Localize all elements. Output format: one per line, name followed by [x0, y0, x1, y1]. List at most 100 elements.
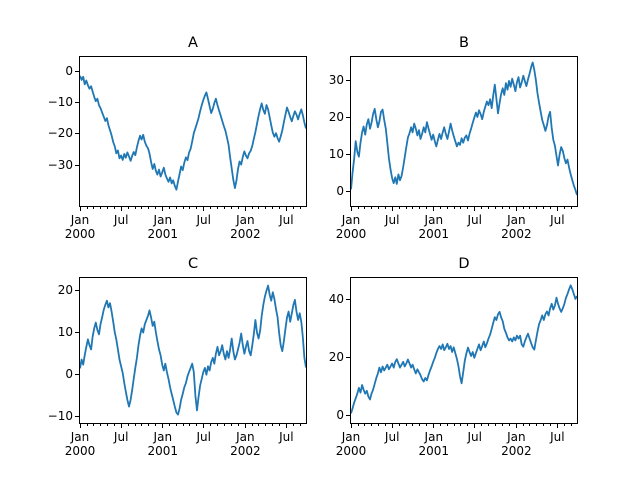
x-tick-A	[244, 207, 246, 211]
x-tick-D	[391, 424, 393, 428]
x-tick-year-A: 2000	[64, 227, 96, 241]
x-minor-tick-A	[182, 207, 184, 209]
x-minor-tick-D	[536, 424, 538, 426]
x-minor-tick-B	[570, 207, 572, 209]
x-minor-tick-D	[570, 424, 572, 426]
x-minor-tick-C	[210, 424, 212, 426]
x-minor-tick-C	[237, 424, 239, 426]
x-minor-tick-A	[100, 207, 102, 209]
x-minor-tick-C	[86, 424, 88, 426]
x-minor-tick-D	[377, 424, 379, 426]
x-minor-tick-D	[384, 424, 386, 426]
y-tick-label-B: 0	[336, 183, 344, 198]
x-minor-tick-C	[113, 424, 115, 426]
x-tick-label-A: Jan 2000	[40, 213, 120, 241]
series-line-B	[351, 61, 577, 196]
x-minor-tick-D	[522, 424, 524, 426]
x-minor-tick-A	[251, 207, 253, 209]
x-minor-tick-C	[231, 424, 233, 426]
x-minor-tick-A	[127, 207, 129, 209]
subplot-A-title: A	[188, 35, 198, 51]
x-minor-tick-D	[371, 424, 373, 426]
x-minor-tick-D	[481, 424, 483, 426]
x-minor-tick-C	[272, 424, 274, 426]
x-minor-tick-A	[217, 207, 219, 209]
x-tick-label-C: Jul	[113, 430, 129, 444]
x-minor-tick-A	[224, 207, 226, 209]
y-tick-B	[346, 153, 350, 155]
x-minor-tick-B	[481, 207, 483, 209]
series-line-D	[351, 284, 577, 414]
x-minor-tick-C	[299, 424, 301, 426]
x-minor-tick-A	[265, 207, 267, 209]
x-minor-tick-D	[440, 424, 442, 426]
x-tick-year-A: 2002	[230, 227, 261, 241]
y-tick-label-D: 20	[328, 350, 344, 365]
x-minor-tick-D	[467, 424, 469, 426]
x-minor-tick-D	[446, 424, 448, 426]
x-minor-tick-C	[279, 424, 281, 426]
y-tick-label-C: 20	[57, 283, 73, 298]
x-tick-year-C: 2000	[64, 444, 96, 458]
x-tick-label-D: Jan 2002	[476, 430, 556, 458]
subplot-D: D 40 20 0 Jan 2000 Jul Jan 2001 Jul Jan 2002 Jul	[329, 256, 578, 458]
x-minor-tick-A	[113, 207, 115, 209]
y-tick-D	[346, 299, 350, 301]
x-minor-tick-D	[563, 424, 565, 426]
x-minor-tick-B	[398, 207, 400, 209]
x-tick-label-C: Jul	[196, 430, 211, 444]
x-minor-tick-D	[398, 424, 400, 426]
x-minor-tick-A	[258, 207, 260, 209]
x-tick-label-B: Jul	[550, 213, 565, 227]
x-tick-label-A: Jan 2001	[123, 213, 203, 241]
x-minor-tick-D	[460, 424, 462, 426]
x-minor-tick-B	[563, 207, 565, 209]
y-tick-C	[75, 416, 79, 418]
y-tick-label-C: 10	[57, 325, 73, 340]
x-tick-label-C: Jan 2002	[205, 430, 285, 458]
x-minor-tick-B	[419, 207, 421, 209]
x-tick-B	[433, 207, 435, 211]
subplot-C: C 20 10 0 −10 Jan 2000 Jul Jan 2001 Jul Jan 2002 Jul	[48, 256, 307, 458]
x-tick-C	[285, 424, 287, 428]
x-minor-tick-D	[502, 424, 504, 426]
x-tick-label-B: Jan 2001	[394, 213, 474, 241]
subplot-B: B 30 20 10 0 Jan 2000 Jul Jan 2001 Jul Jan 2002 Jul	[329, 35, 578, 241]
x-minor-tick-D	[405, 424, 407, 426]
x-minor-tick-B	[453, 207, 455, 209]
x-minor-tick-C	[169, 424, 171, 426]
x-minor-tick-C	[100, 424, 102, 426]
x-tick-D	[433, 424, 435, 428]
x-tick-C	[244, 424, 246, 428]
y-tick-A	[75, 164, 79, 166]
x-tick-D	[474, 424, 476, 428]
x-minor-tick-A	[272, 207, 274, 209]
x-tick-label-D: Jul	[467, 430, 482, 444]
x-minor-tick-A	[292, 207, 294, 209]
plot-area-D	[351, 284, 577, 414]
x-minor-tick-B	[529, 207, 531, 209]
subplot-C-title: C	[187, 256, 199, 272]
plot-area-B	[351, 61, 577, 196]
x-tick-A	[162, 207, 164, 211]
y-tick-D	[346, 357, 350, 359]
x-minor-tick-C	[217, 424, 219, 426]
x-minor-tick-B	[502, 207, 504, 209]
x-minor-tick-D	[495, 424, 497, 426]
x-tick-B	[350, 207, 352, 211]
x-minor-tick-D	[453, 424, 455, 426]
x-minor-tick-B	[371, 207, 373, 209]
x-minor-tick-A	[299, 207, 301, 209]
subplot-A: A 0 −10 −20 −30 Jan 2000 Jul Jan 2001 Jul Jan 2002 J…	[48, 35, 307, 241]
x-minor-tick-B	[550, 207, 552, 209]
x-tick-label-A: Jan 2002	[205, 213, 285, 241]
x-minor-tick-D	[412, 424, 414, 426]
x-minor-tick-A	[175, 207, 177, 209]
x-minor-tick-C	[93, 424, 95, 426]
y-tick-label-A: −10	[47, 94, 73, 109]
x-tick-label-C: Jul	[279, 430, 294, 444]
x-tick-B	[474, 207, 476, 211]
x-tick-label-B: Jan 2000	[311, 213, 391, 241]
x-minor-tick-B	[377, 207, 379, 209]
